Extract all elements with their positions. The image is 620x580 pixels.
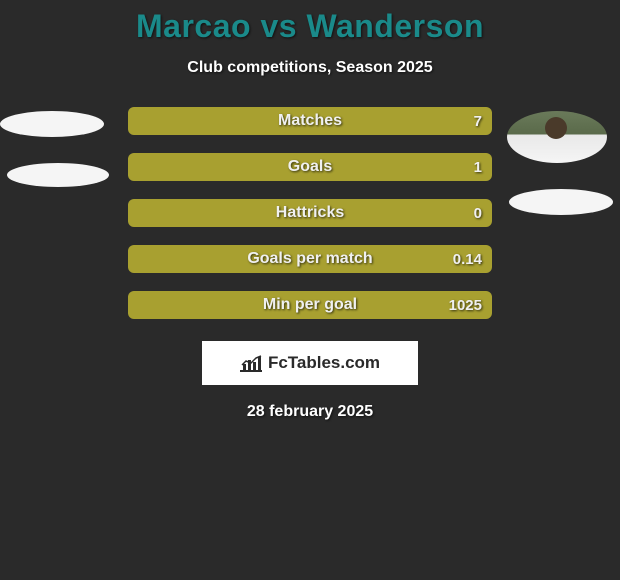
stat-bar: Goals per match 0.14 xyxy=(128,245,492,273)
date-line: 28 february 2025 xyxy=(0,403,620,421)
stat-value-right: 1025 xyxy=(449,297,482,314)
stat-label: Goals xyxy=(288,158,332,176)
stat-bar: Matches 7 xyxy=(128,107,492,135)
stat-label: Min per goal xyxy=(263,296,357,314)
right-badge xyxy=(509,189,613,215)
player-avatar xyxy=(507,111,607,163)
stat-value-right: 0 xyxy=(474,205,482,222)
left-badge xyxy=(7,163,109,187)
subtitle: Club competitions, Season 2025 xyxy=(0,59,620,77)
comparison-card: Marcao vs Wanderson Club competitions, S… xyxy=(0,0,620,421)
stat-bar: Min per goal 1025 xyxy=(128,291,492,319)
logo-box: FcTables.com xyxy=(202,341,418,385)
logo-text: FcTables.com xyxy=(268,353,380,373)
stat-label: Goals per match xyxy=(247,250,372,268)
page-title: Marcao vs Wanderson xyxy=(0,8,620,45)
right-player-column xyxy=(502,107,612,215)
left-badge xyxy=(0,111,104,137)
fctables-chart-icon xyxy=(240,354,262,372)
left-player-column xyxy=(8,107,118,187)
stat-value-right: 0.14 xyxy=(453,251,482,268)
stat-value-right: 1 xyxy=(474,159,482,176)
stat-value-right: 7 xyxy=(474,113,482,130)
stats-column: Matches 7 Goals 1 Hattricks 0 Goals per match 0… xyxy=(118,107,502,319)
stat-label: Matches xyxy=(278,112,342,130)
stat-bar: Goals 1 xyxy=(128,153,492,181)
stat-bar: Hattricks 0 xyxy=(128,199,492,227)
stat-label: Hattricks xyxy=(276,204,344,222)
content-row: Matches 7 Goals 1 Hattricks 0 Goals per match 0… xyxy=(0,107,620,319)
